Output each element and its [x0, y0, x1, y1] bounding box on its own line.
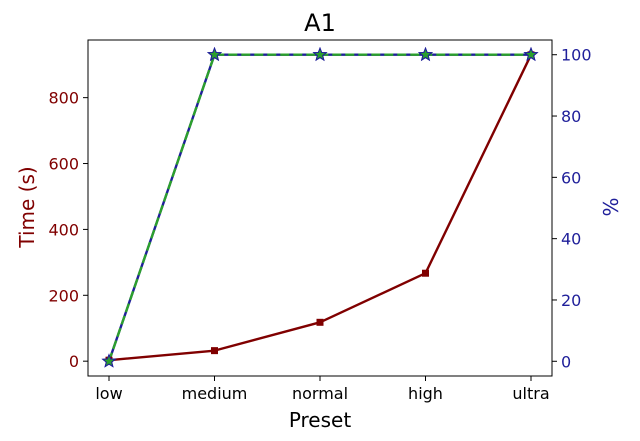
y-right-tick-label: 100: [561, 46, 592, 65]
plot-area: low medium normal high ultra 0 200 400 600 800 0 20…: [48, 39, 592, 403]
y-axis-label-left: Time (s): [15, 166, 39, 248]
y-right-tick-label: 0: [561, 352, 571, 371]
series-3-marker: [523, 46, 539, 62]
series-1-marker: [211, 347, 218, 355]
x-axis-label: Preset: [289, 408, 352, 432]
y-left-tick-label: 600: [48, 155, 79, 174]
x-tick-label: ultra: [512, 384, 549, 403]
series-3-marker: [312, 46, 328, 62]
series-1-line: [108, 54, 533, 362]
series-3-marker: [101, 353, 117, 368]
y-left-tick-label: 800: [48, 89, 79, 108]
series-1-marker: [422, 269, 429, 277]
series-3-marker: [207, 46, 222, 62]
y-left-tick-label: 200: [48, 286, 79, 305]
series-2-line: [107, 53, 531, 362]
y-right-tick-label: 80: [561, 107, 581, 126]
x-tick-label: high: [408, 384, 443, 403]
series-3-line: [107, 53, 531, 362]
series-3-marker: [418, 46, 433, 62]
y-right-tick-label: 20: [561, 291, 581, 310]
x-tick-label: low: [95, 384, 122, 403]
y-right-tick-label: 40: [561, 230, 581, 249]
y-left-tick-label: 0: [69, 352, 79, 371]
series-1-marker: [316, 318, 324, 326]
y-right-tick-label: 60: [561, 168, 581, 187]
y-axis-label-right: %: [599, 197, 623, 216]
x-tick-label: medium: [182, 384, 248, 403]
y-left-tick-label: 400: [48, 220, 79, 239]
x-tick-label: normal: [292, 384, 348, 403]
chart-title: A1: [304, 9, 336, 37]
